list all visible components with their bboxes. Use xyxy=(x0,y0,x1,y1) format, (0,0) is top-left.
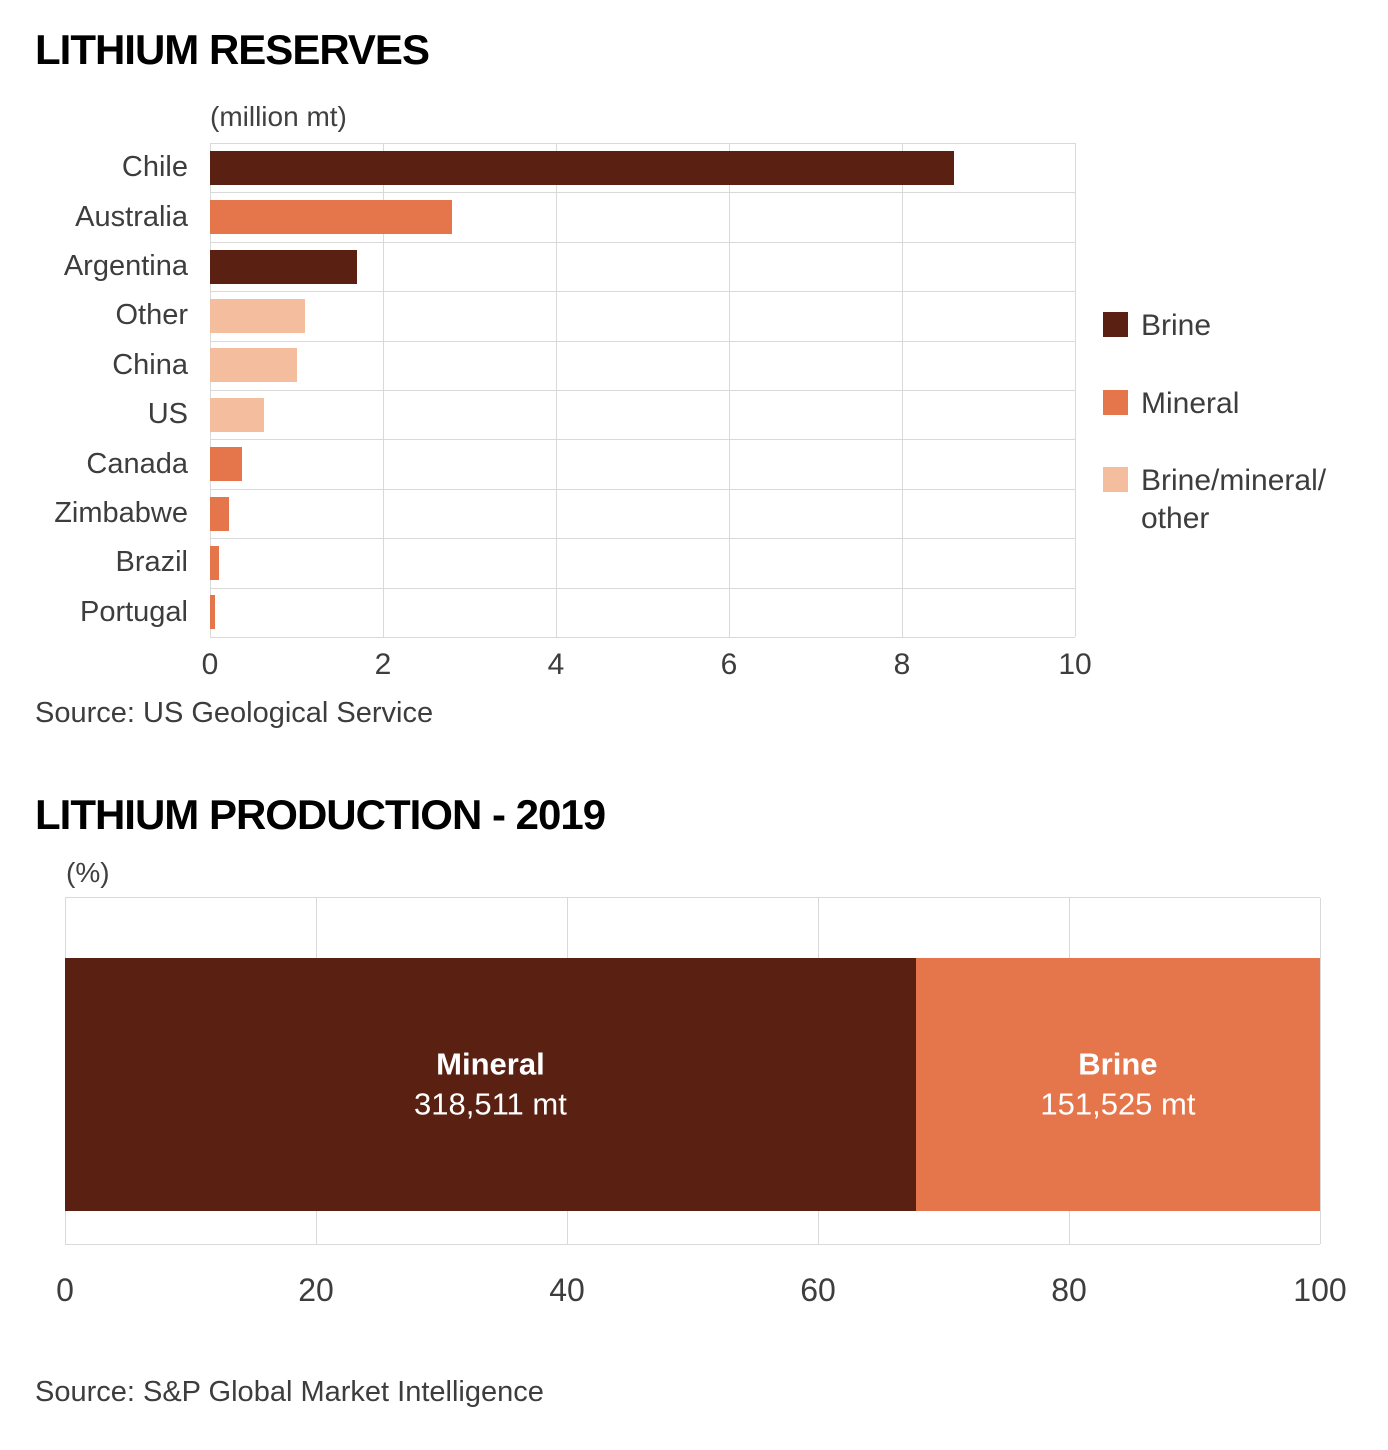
legend-swatch-icon xyxy=(1103,389,1128,415)
reserves-plot xyxy=(210,143,1076,638)
x-tick-label: 80 xyxy=(1051,1272,1087,1308)
reserves-legend: Brine Mineral Brine/mineral/ other xyxy=(1103,307,1383,577)
gridline-horizontal xyxy=(210,340,1075,342)
legend-swatch-icon xyxy=(1103,312,1128,337)
segment-text: Brine 151,525 mt xyxy=(1040,1044,1195,1125)
x-tick-label: 40 xyxy=(549,1272,585,1308)
gridline-horizontal xyxy=(210,439,1075,441)
legend-label: Mineral xyxy=(1141,386,1240,420)
legend-label: Brine/mineral/ other xyxy=(1141,464,1327,535)
gridline-horizontal xyxy=(210,488,1075,490)
gridline-horizontal xyxy=(210,241,1075,243)
segment-value: 318,511 mt xyxy=(414,1086,567,1122)
legend-item-mineral: Mineral xyxy=(1103,385,1383,423)
x-tick-label: 6 xyxy=(720,648,738,681)
x-tick-label: 10 xyxy=(1058,648,1092,681)
production-stacked-bar: Mineral 318,511 mt Brine 151,525 mt xyxy=(65,958,1320,1211)
x-tick-label: 0 xyxy=(201,648,219,681)
legend-label: Brine xyxy=(1141,309,1212,342)
x-tick-label: 2 xyxy=(374,648,392,681)
gridline-horizontal xyxy=(210,587,1075,589)
legend-item-brine: Brine xyxy=(1103,307,1383,345)
category-label-us: US xyxy=(147,398,188,431)
gridline-horizontal xyxy=(210,291,1075,293)
category-label-china: China xyxy=(112,348,188,381)
bar-other xyxy=(210,298,306,333)
gridline-horizontal xyxy=(210,390,1075,391)
reserves-x-axis: 0 2 4 6 8 10 xyxy=(202,648,1092,690)
legend-swatch-icon xyxy=(1103,467,1128,492)
bar-china xyxy=(210,348,297,383)
bar-zimbabwe xyxy=(210,496,230,531)
bar-brazil xyxy=(210,545,219,580)
bar-canada xyxy=(210,447,242,482)
category-label-canada: Canada xyxy=(86,447,188,480)
bar-australia xyxy=(210,200,453,235)
x-tick-label: 60 xyxy=(800,1272,836,1308)
production-source: Source: S&P Global Market Intelligence xyxy=(35,1376,544,1408)
category-label-australia: Australia xyxy=(75,200,188,233)
x-tick-label: 8 xyxy=(893,648,911,681)
segment-name: Mineral xyxy=(436,1046,545,1082)
bar-us xyxy=(210,397,265,432)
production-x-axis: 0 20 40 60 80 100 xyxy=(56,1272,1347,1316)
gridline-horizontal xyxy=(210,192,1075,194)
bar-argentina xyxy=(210,249,358,284)
legend-item-brine-mineral-other: Brine/mineral/ other xyxy=(1103,462,1383,537)
x-tick-label: 0 xyxy=(56,1272,74,1308)
x-tick-label: 100 xyxy=(1293,1272,1347,1308)
segment-value: 151,525 mt xyxy=(1040,1086,1196,1122)
gridline-horizontal xyxy=(210,538,1075,540)
x-tick-label: 4 xyxy=(547,648,565,681)
segment-mineral: Mineral 318,511 mt xyxy=(65,958,916,1211)
category-label-brazil: Brazil xyxy=(115,546,188,579)
bar-chile xyxy=(210,150,954,185)
segment-name: Brine xyxy=(1078,1046,1158,1082)
gridline-horizontal xyxy=(210,637,1075,638)
production-chart-title: LITHIUM PRODUCTION - 2019 xyxy=(35,791,606,838)
x-tick-label: 20 xyxy=(298,1272,334,1308)
reserves-chart-title: LITHIUM RESERVES xyxy=(35,26,430,73)
segment-text: Mineral 318,511 mt xyxy=(414,1044,567,1125)
gridline-horizontal xyxy=(210,143,1075,144)
reserves-category-labels: Chile Australia Argentina Other China US Canad… xyxy=(0,143,198,637)
gridline-vertical xyxy=(1075,143,1076,637)
reserves-unit-label: (million mt) xyxy=(210,101,347,132)
gridline-vertical xyxy=(1320,898,1321,1244)
category-label-other: Other xyxy=(115,299,188,332)
reserves-source: Source: US Geological Service xyxy=(35,697,434,729)
segment-brine: Brine 151,525 mt xyxy=(915,958,1320,1211)
category-label-zimbabwe: Zimbabwe xyxy=(54,496,188,529)
bar-portugal xyxy=(210,595,216,630)
production-plot: Mineral 318,511 mt Brine 151,525 mt xyxy=(65,897,1321,1245)
category-label-chile: Chile xyxy=(121,151,188,184)
category-label-portugal: Portugal xyxy=(79,595,188,628)
production-unit-label: (%) xyxy=(66,857,110,888)
category-label-argentina: Argentina xyxy=(63,249,188,282)
